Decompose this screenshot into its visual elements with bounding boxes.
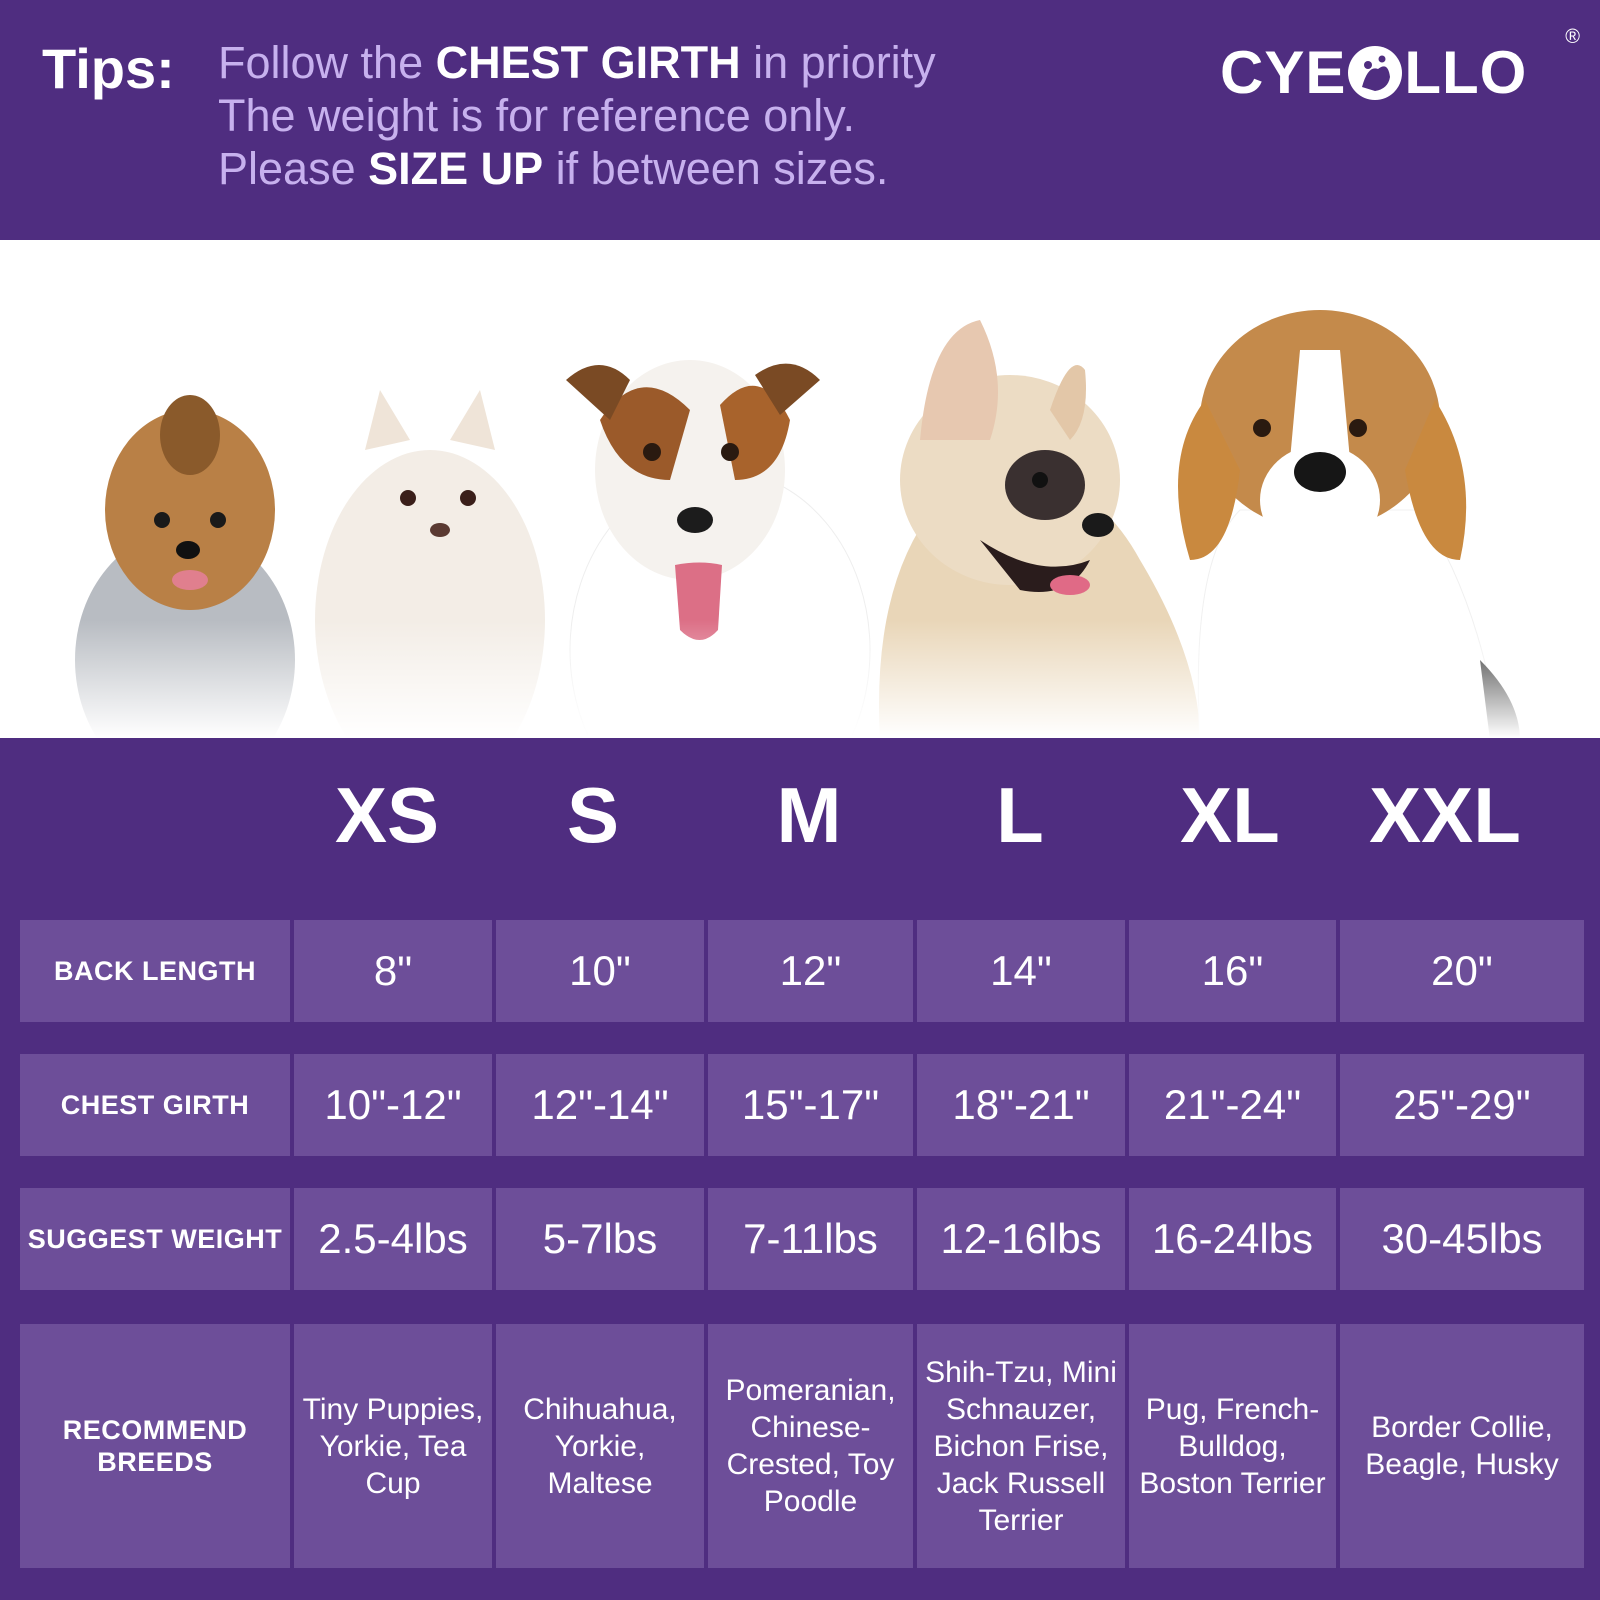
weight-l: 12-16lbs: [917, 1188, 1125, 1290]
weight-m: 7-11lbs: [708, 1188, 913, 1290]
row-label-back-length: BACK LENGTH: [20, 920, 290, 1022]
breeds-xl: Pug, French-Bulldog, Boston Terrier: [1129, 1324, 1336, 1568]
breeds-s: Chihuahua, Yorkie, Maltese: [496, 1324, 704, 1568]
chest-girth-l: 18"-21": [917, 1054, 1125, 1156]
row-label-suggest-weight: SUGGEST WEIGHT: [20, 1188, 290, 1290]
chest-girth-xxl: 25"-29": [1340, 1054, 1584, 1156]
back-length-xs: 8": [294, 920, 492, 1022]
tip-line-3-post: if between sizes.: [543, 143, 889, 194]
tip-line-1-pre: Follow the: [218, 37, 436, 88]
tip-line-1: Follow the CHEST GIRTH in priority: [218, 36, 936, 89]
breeds-xs: Tiny Puppies, Yorkie, Tea Cup: [294, 1324, 492, 1568]
tips-text: Follow the CHEST GIRTH in priority The w…: [218, 36, 936, 195]
size-xxl: XXL: [1369, 771, 1521, 859]
registered-mark: ®: [1565, 26, 1580, 48]
back-length-s: 10": [496, 920, 704, 1022]
weight-xl: 16-24lbs: [1129, 1188, 1336, 1290]
breeds-xxl: Border Collie, Beagle, Husky: [1340, 1324, 1584, 1568]
size-m: M: [776, 771, 842, 859]
size-xs: XS: [334, 771, 440, 859]
size-xl: XL: [1180, 771, 1280, 859]
chest-girth-m: 15"-17": [708, 1054, 913, 1156]
row-label-chest-girth: CHEST GIRTH: [20, 1054, 290, 1156]
weight-xxl: 30-45lbs: [1340, 1188, 1584, 1290]
chest-girth-xl: 21"-24": [1129, 1054, 1336, 1156]
tip-line-2: The weight is for reference only.: [218, 90, 855, 141]
size-header-row: XS S M L XL XXL: [0, 738, 1600, 888]
header: Tips: Follow the CHEST GIRTH in priority…: [0, 0, 1600, 240]
brand-logo: CYE LLO: [1220, 38, 1527, 107]
weight-s: 5-7lbs: [496, 1188, 704, 1290]
tips-label: Tips:: [42, 37, 175, 100]
tip-line-3: Please SIZE UP if between sizes.: [218, 142, 936, 195]
paw-logo-icon: [1348, 45, 1403, 100]
tip-line-3-pre: Please: [218, 143, 369, 194]
back-length-m: 12": [708, 920, 913, 1022]
size-s: S: [566, 771, 620, 859]
chest-girth-xs: 10"-12": [294, 1054, 492, 1156]
back-length-xl: 16": [1129, 920, 1336, 1022]
breeds-m: Pomeranian, Chinese-Crested, Toy Poodle: [708, 1324, 913, 1568]
weight-xs: 2.5-4lbs: [294, 1188, 492, 1290]
back-length-xxl: 20": [1340, 920, 1584, 1022]
brand-right: LLO: [1404, 39, 1528, 106]
dog-photo-band: [0, 240, 1600, 738]
breeds-l: Shih-Tzu, Mini Schnauzer, Bichon Frise, …: [917, 1324, 1125, 1568]
size-l: L: [996, 771, 1044, 859]
back-length-l: 14": [917, 920, 1125, 1022]
dogs-illustration: [0, 310, 1600, 738]
row-label-recommend-breeds: RECOMMEND BREEDS: [20, 1324, 290, 1568]
tip-line-1-post: in priority: [740, 37, 936, 88]
tip-line-1-bold: CHEST GIRTH: [435, 37, 741, 88]
chest-girth-s: 12"-14": [496, 1054, 704, 1156]
brand-left: CYE: [1220, 39, 1347, 106]
tip-line-3-bold: SIZE UP: [368, 143, 544, 194]
